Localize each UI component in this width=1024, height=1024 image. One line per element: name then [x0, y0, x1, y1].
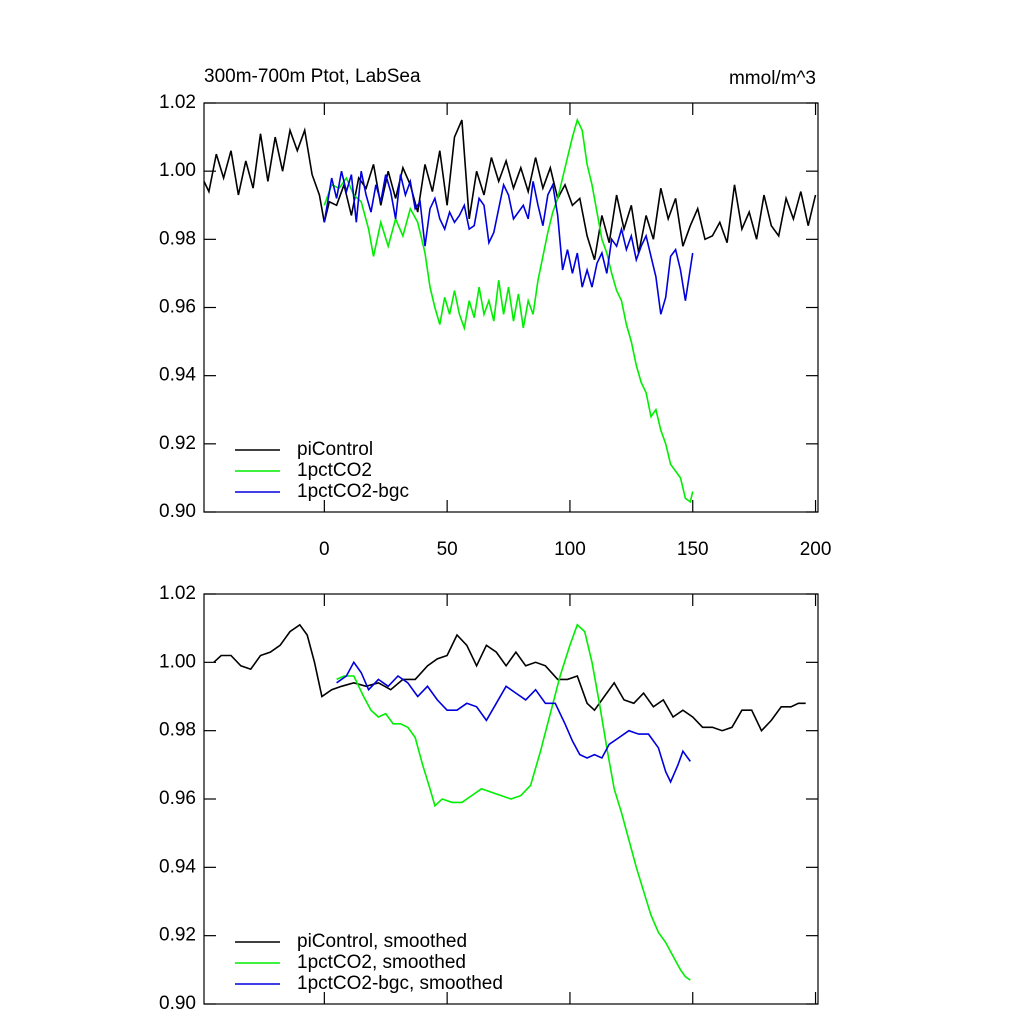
series-line — [323, 117, 694, 504]
y-tick-label: 0.94 — [159, 365, 196, 386]
y-tick-label: 1.02 — [159, 92, 196, 113]
y-tick-label: 1.00 — [159, 651, 196, 672]
y-tick-label: 0.90 — [159, 501, 196, 522]
legend-label: piControl — [297, 439, 373, 460]
chart-title: 300m-700m Ptot, LabSea — [204, 66, 421, 87]
units-label: mmol/m^3 — [729, 68, 816, 89]
legend-label: 1pctCO2-bgc — [297, 481, 409, 502]
legend-label: piControl, smoothed — [297, 931, 467, 952]
y-tick-label: 0.98 — [159, 720, 196, 741]
x-tick-label: 150 — [677, 539, 709, 560]
legend-label: 1pctCO2-bgc, smoothed — [297, 973, 503, 994]
series-line — [203, 119, 817, 261]
y-tick-label: 1.00 — [159, 160, 196, 181]
y-tick-label: 0.96 — [159, 297, 196, 318]
y-tick-label: 0.98 — [159, 228, 196, 249]
x-tick-label: 200 — [800, 539, 832, 560]
y-tick-label: 0.92 — [159, 433, 196, 454]
series-line — [213, 623, 806, 733]
x-tick-label: 50 — [437, 539, 458, 560]
y-tick-label: 0.92 — [159, 925, 196, 946]
y-tick-label: 0.90 — [159, 993, 196, 1014]
legend-label: 1pctCO2, smoothed — [297, 952, 466, 973]
legend-label: 1pctCO2 — [297, 460, 372, 481]
y-tick-label: 1.02 — [159, 583, 196, 604]
y-tick-label: 0.96 — [159, 788, 196, 809]
y-tick-label: 0.94 — [159, 856, 196, 877]
series-line — [336, 623, 691, 981]
series-line — [323, 171, 694, 315]
series-line — [336, 660, 691, 784]
x-tick-label: 0 — [319, 539, 330, 560]
x-tick-label: 100 — [554, 539, 586, 560]
